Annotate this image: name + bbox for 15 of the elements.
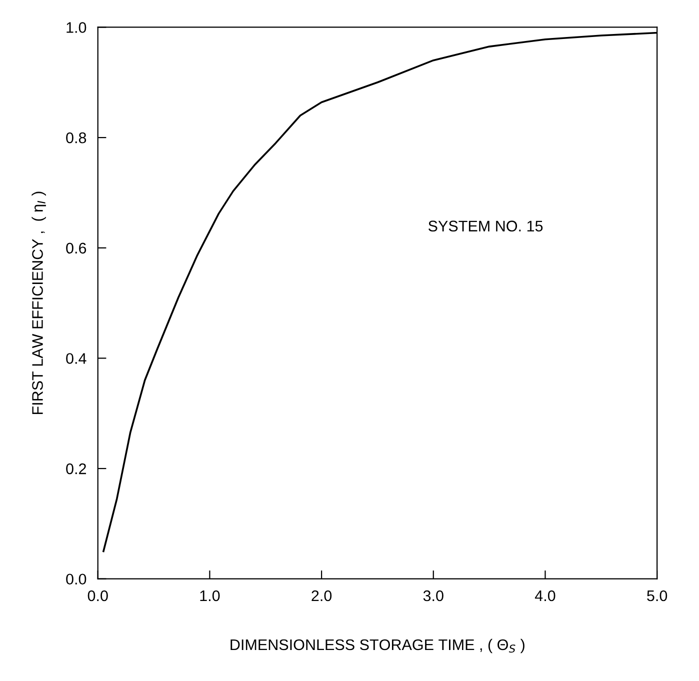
y-tick-label: 1.0 xyxy=(66,22,86,33)
y-tick-label: 0.6 xyxy=(66,242,86,254)
x-tick-label: 1.0 xyxy=(200,590,220,602)
y-tick-label: 0.0 xyxy=(66,574,86,585)
y-axis-title: FIRST LAW EFFICIENCY , ( η$_{I}$ ) xyxy=(32,192,46,414)
y-tick-label: 0.2 xyxy=(66,463,86,474)
y-tick-label: 0.8 xyxy=(66,132,86,144)
x-tick-label: 2.0 xyxy=(312,590,332,602)
x-tick-label: 4.0 xyxy=(534,590,556,602)
x-tick-label: 3.0 xyxy=(423,590,444,602)
x-axis-title: DIMENSIONLESS STORAGE TIME , ( Θ$_{S}$ ) xyxy=(230,638,524,654)
annotation: SYSTEM NO. 15 xyxy=(428,220,543,232)
y-tick-label: 0.4 xyxy=(66,353,86,364)
x-tick-label: 5.0 xyxy=(647,590,668,602)
x-tick-label: 0.0 xyxy=(88,590,108,602)
